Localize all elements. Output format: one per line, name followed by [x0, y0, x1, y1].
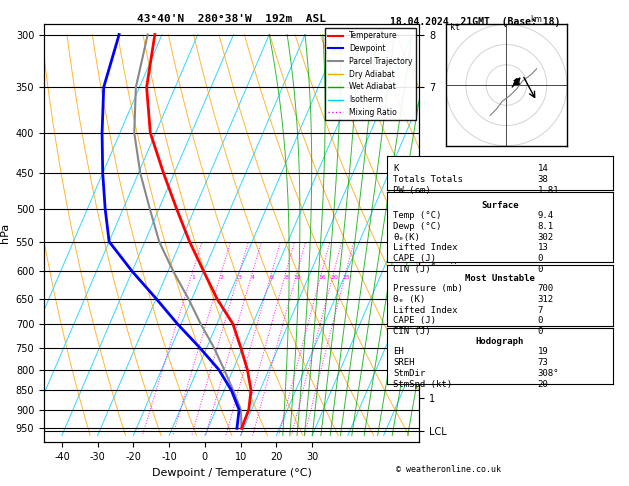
Y-axis label: Mixing Ratio (g/kg): Mixing Ratio (g/kg) [450, 193, 459, 273]
Text: 73: 73 [538, 358, 548, 367]
Text: 13: 13 [538, 243, 548, 253]
Text: Temp (°C): Temp (°C) [393, 211, 442, 221]
Text: 8.1: 8.1 [538, 222, 554, 231]
Text: Hodograph: Hodograph [476, 337, 524, 346]
Text: CAPE (J): CAPE (J) [393, 316, 436, 326]
X-axis label: Dewpoint / Temperature (°C): Dewpoint / Temperature (°C) [152, 468, 311, 478]
Text: Lifted Index: Lifted Index [393, 243, 458, 253]
Text: 312: 312 [538, 295, 554, 304]
Legend: Temperature, Dewpoint, Parcel Trajectory, Dry Adiabat, Wet Adiabat, Isotherm, Mi: Temperature, Dewpoint, Parcel Trajectory… [325, 28, 416, 120]
Text: PW (cm): PW (cm) [393, 186, 431, 195]
Text: CAPE (J): CAPE (J) [393, 254, 436, 263]
Text: θₑ(K): θₑ(K) [393, 233, 420, 242]
Text: 9.4: 9.4 [538, 211, 554, 221]
Text: 6: 6 [270, 275, 274, 279]
Text: km
ASL: km ASL [530, 15, 545, 35]
Text: 19: 19 [538, 347, 548, 357]
Text: EH: EH [393, 347, 404, 357]
Text: CIN (J): CIN (J) [393, 327, 431, 336]
Text: 302: 302 [538, 233, 554, 242]
Text: StmSpd (kt): StmSpd (kt) [393, 380, 452, 389]
Text: Totals Totals: Totals Totals [393, 175, 463, 184]
Y-axis label: hPa: hPa [0, 223, 10, 243]
Text: Lifted Index: Lifted Index [393, 306, 458, 315]
Text: K: K [393, 164, 399, 174]
Text: 7: 7 [538, 306, 543, 315]
Text: 16: 16 [318, 275, 326, 279]
Title: 43°40'N  280°38'W  192m  ASL: 43°40'N 280°38'W 192m ASL [137, 14, 326, 23]
Text: 20: 20 [538, 380, 548, 389]
Text: 20: 20 [330, 275, 338, 279]
Text: © weatheronline.co.uk: © weatheronline.co.uk [396, 465, 501, 474]
Text: Pressure (mb): Pressure (mb) [393, 284, 463, 294]
Text: CIN (J): CIN (J) [393, 265, 431, 274]
Text: kt: kt [450, 23, 460, 33]
Text: 38: 38 [538, 175, 548, 184]
Text: Most Unstable: Most Unstable [465, 274, 535, 283]
Text: 14: 14 [538, 164, 548, 174]
Text: 1.81: 1.81 [538, 186, 559, 195]
Text: 0: 0 [538, 265, 543, 274]
Text: 25: 25 [342, 275, 350, 279]
Text: StmDir: StmDir [393, 369, 425, 378]
Text: Dewp (°C): Dewp (°C) [393, 222, 442, 231]
Text: 0: 0 [538, 254, 543, 263]
Text: 10: 10 [294, 275, 301, 279]
Text: 1: 1 [191, 275, 195, 279]
Text: SREH: SREH [393, 358, 415, 367]
Text: 3: 3 [238, 275, 242, 279]
Text: 18.04.2024  21GMT  (Base: 18): 18.04.2024 21GMT (Base: 18) [390, 17, 560, 27]
Text: 700: 700 [538, 284, 554, 294]
Text: Surface: Surface [481, 201, 519, 210]
Text: 308°: 308° [538, 369, 559, 378]
Text: 2: 2 [220, 275, 224, 279]
Text: 0: 0 [538, 327, 543, 336]
Text: θₑ (K): θₑ (K) [393, 295, 425, 304]
Text: 0: 0 [538, 316, 543, 326]
Text: 4: 4 [251, 275, 255, 279]
Text: 8: 8 [284, 275, 288, 279]
